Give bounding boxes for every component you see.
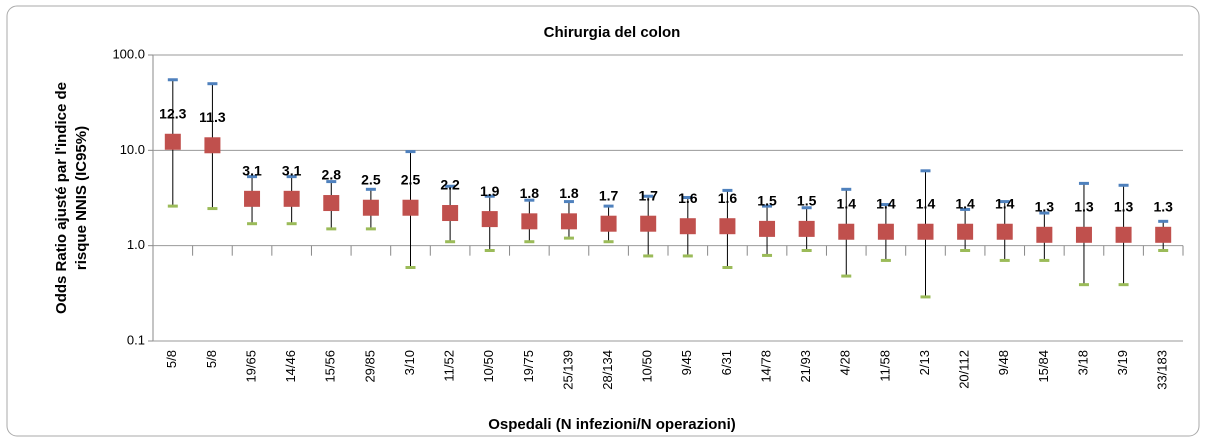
data-label: 1.4 — [876, 195, 896, 211]
data-label: 1.4 — [837, 195, 857, 211]
x-tick-label: 2/13 — [917, 350, 932, 375]
marker — [798, 220, 815, 237]
marker — [244, 190, 261, 207]
data-label: 1.8 — [520, 185, 540, 201]
marker — [362, 199, 379, 216]
data-label: 11.3 — [199, 109, 226, 125]
x-tick-label: 15/84 — [1036, 350, 1051, 383]
data-label: 1.7 — [638, 187, 658, 203]
x-axis-label: Ospedali (N infezioni/N operazioni) — [488, 416, 736, 433]
x-tick-label: 3/10 — [402, 350, 417, 375]
x-tick-label: 11/58 — [877, 350, 892, 382]
data-label: 1.3 — [1114, 199, 1134, 215]
chart-title: Chirurgia del colon — [544, 24, 681, 41]
data-label: 1.6 — [678, 190, 698, 206]
data-label: 1.8 — [559, 185, 579, 201]
y-tick-label: 100.0 — [112, 46, 145, 61]
x-tick-label: 15/56 — [323, 350, 338, 383]
marker — [996, 223, 1013, 240]
marker — [1115, 226, 1132, 243]
data-label: 1.7 — [599, 187, 619, 203]
marker — [957, 223, 974, 240]
marker — [877, 223, 894, 240]
data-label: 12.3 — [159, 105, 186, 121]
data-label: 3.1 — [242, 163, 262, 179]
marker — [719, 218, 736, 235]
x-tick-label: 5/8 — [204, 350, 219, 368]
marker — [759, 220, 776, 237]
marker — [521, 213, 538, 230]
data-label: 1.3 — [1035, 199, 1055, 215]
x-tick-label: 10/50 — [481, 350, 496, 383]
data-label: 1.5 — [797, 193, 817, 209]
y-tick-label: 10.0 — [120, 142, 145, 157]
x-tick-label: 29/85 — [362, 350, 377, 383]
marker — [917, 223, 934, 240]
y-tick-label: 0.1 — [127, 332, 145, 347]
data-label: 2.8 — [322, 167, 342, 183]
y-axis-label: risque NNIS (IC95%) — [73, 126, 90, 270]
data-label: 1.4 — [995, 195, 1015, 211]
data-label: 1.4 — [955, 195, 975, 211]
data-label: 1.6 — [718, 190, 738, 206]
data-label: 1.5 — [757, 193, 777, 209]
marker — [481, 211, 498, 228]
x-tick-label: 14/46 — [283, 350, 298, 383]
x-tick-label: 3/18 — [1075, 350, 1090, 375]
y-axis-label: Odds Ratio ajusté par l'indice de — [53, 82, 70, 314]
marker — [679, 218, 696, 235]
x-tick-label: 3/19 — [1115, 350, 1130, 375]
x-tick-label: 19/75 — [521, 350, 536, 383]
x-tick-label: 5/8 — [164, 350, 179, 368]
x-tick-label: 4/28 — [838, 350, 853, 375]
marker — [1155, 226, 1172, 243]
data-label: 2.2 — [440, 177, 460, 193]
x-tick-label: 28/134 — [600, 350, 615, 390]
x-tick-label: 11/52 — [442, 350, 457, 382]
data-label: 1.3 — [1074, 199, 1094, 215]
marker — [323, 195, 340, 212]
marker — [560, 213, 577, 230]
x-tick-label: 10/50 — [640, 350, 655, 383]
marker — [402, 199, 419, 216]
marker — [1075, 226, 1092, 243]
x-tick-label: 19/65 — [243, 350, 258, 383]
marker — [164, 133, 181, 150]
marker — [600, 215, 617, 232]
x-tick-label: 20/112 — [957, 350, 972, 389]
data-label: 1.4 — [916, 195, 936, 211]
x-tick-label: 25/139 — [560, 350, 575, 390]
y-tick-label: 1.0 — [127, 237, 145, 252]
data-label: 2.5 — [401, 171, 421, 187]
x-tick-label: 33/183 — [1155, 350, 1170, 390]
marker — [283, 190, 300, 207]
marker — [442, 205, 459, 222]
data-label: 1.9 — [480, 183, 500, 199]
marker — [1036, 226, 1053, 243]
marker — [640, 215, 657, 232]
x-tick-label: 9/48 — [996, 350, 1011, 375]
marker — [838, 223, 855, 240]
data-label: 2.5 — [361, 171, 381, 187]
marker — [204, 137, 221, 154]
x-tick-label: 21/93 — [798, 350, 813, 383]
x-tick-label: 14/78 — [758, 350, 773, 383]
data-label: 3.1 — [282, 163, 302, 179]
x-tick-label: 9/45 — [679, 350, 694, 375]
x-tick-label: 6/31 — [719, 350, 734, 375]
data-label: 1.3 — [1153, 199, 1173, 215]
